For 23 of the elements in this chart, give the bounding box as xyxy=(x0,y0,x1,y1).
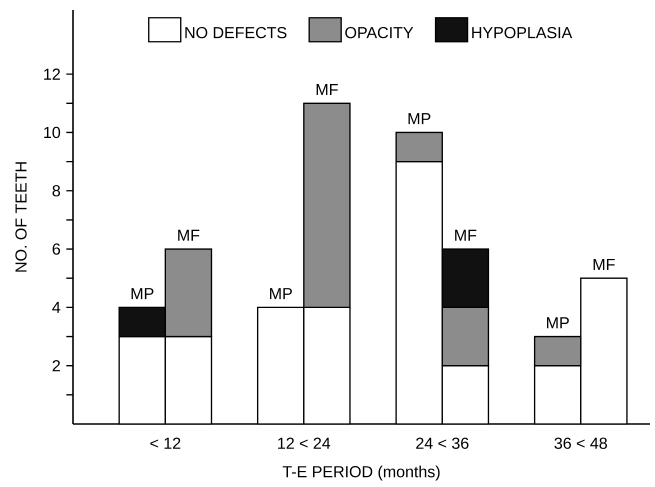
x-tick-label: MF xyxy=(594,258,615,270)
legend-label: OPACITY xyxy=(345,26,414,38)
x-tick-label: MF xyxy=(316,84,338,96)
y-tick-label: 4 xyxy=(52,302,60,313)
text: 36 < 48 xyxy=(554,438,607,449)
text: < 12 xyxy=(150,438,180,449)
y-axis-title: NO. OF TEETH xyxy=(15,162,27,272)
text: 12 < 24 xyxy=(278,438,330,449)
x-tick-label: MP xyxy=(408,113,430,124)
legend-label: HYPOPLASIA xyxy=(472,26,572,38)
y-tick-label: 2 xyxy=(52,360,60,372)
y-tick-label: 12 xyxy=(44,68,60,80)
y-tick-label: 8 xyxy=(52,185,60,196)
x-tick-label: MP xyxy=(547,317,569,328)
y-tick-label: 6 xyxy=(52,243,60,255)
x-axis-title: T-E PERIOD (months) xyxy=(282,466,440,480)
x-tick-label: MP xyxy=(270,288,292,300)
x-tick-label: MF xyxy=(178,230,200,241)
legend-label: NO DEFECTS xyxy=(185,26,286,38)
y-tick-label: 10 xyxy=(44,126,60,138)
x-tick-label: MF xyxy=(455,230,476,241)
x-tick-label: MP xyxy=(132,288,154,300)
text: 24 < 36 xyxy=(416,438,468,449)
